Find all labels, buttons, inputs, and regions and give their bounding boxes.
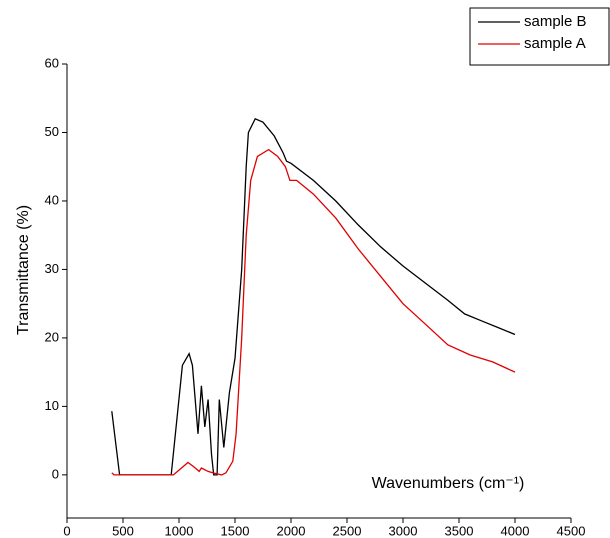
- legend-label: sample A: [524, 35, 586, 52]
- x-tick-label: 500: [112, 523, 134, 538]
- y-tick-label: 20: [45, 329, 59, 344]
- y-tick-label: 0: [52, 466, 59, 481]
- line-series: [111, 148, 516, 476]
- y-tick-label: 30: [45, 261, 59, 276]
- line-series: [111, 117, 516, 476]
- legend-box: [469, 7, 610, 66]
- x-tick-label: 1500: [221, 523, 250, 538]
- x-axis-label: Wavenumbers (cm⁻¹): [372, 475, 525, 492]
- y-tick-label: 10: [45, 398, 59, 413]
- y-tick-label: 40: [45, 192, 59, 207]
- x-tick-label: 1000: [165, 523, 194, 538]
- x-tick-label: 4500: [557, 523, 586, 538]
- y-axis-label: Transmittance (%): [15, 205, 32, 335]
- x-tick-label: 0: [63, 523, 70, 538]
- x-tick-label: 3500: [445, 523, 474, 538]
- x-tick-label: 3000: [389, 523, 418, 538]
- x-tick-label: 2500: [333, 523, 362, 538]
- x-tick-label: 2000: [277, 523, 306, 538]
- x-tick-label: 4000: [501, 523, 530, 538]
- y-tick-label: 50: [45, 124, 59, 139]
- y-tick-label: 60: [45, 55, 59, 70]
- legend-label: sample B: [524, 13, 587, 30]
